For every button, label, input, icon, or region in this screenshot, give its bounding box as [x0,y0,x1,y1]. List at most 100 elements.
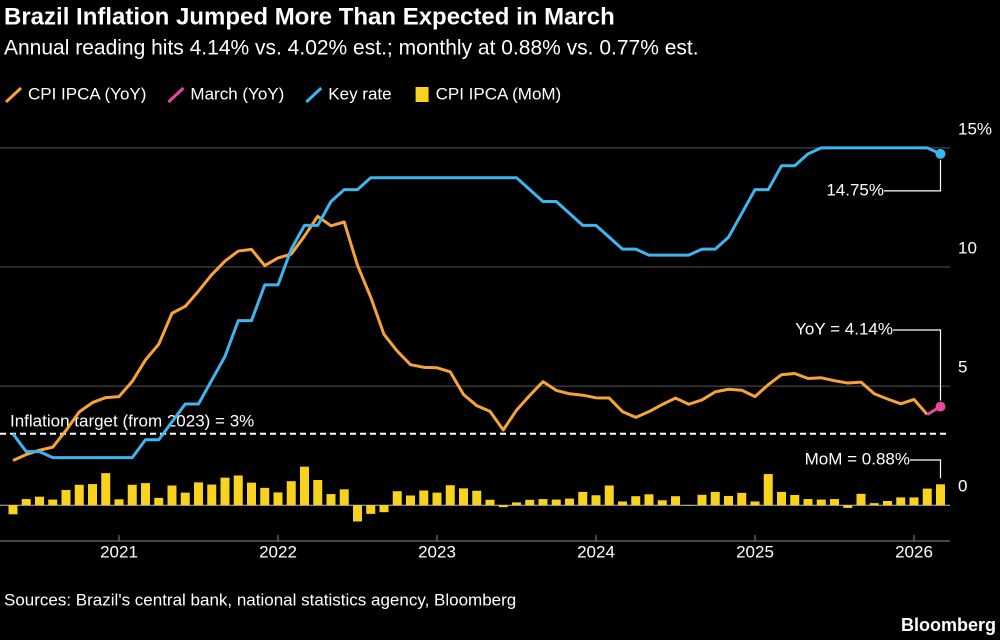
bar [207,484,217,506]
bar [777,491,786,506]
bar [803,499,813,506]
source-note: Sources: Brazil's central bank, national… [4,590,516,609]
bar [154,497,164,506]
bar [339,489,349,506]
y-tick-label: 5 [958,358,967,377]
bar [472,490,482,506]
credit: Bloomberg [901,615,996,635]
value-label: 14.75% [826,180,884,199]
bar [737,492,747,506]
bar [260,487,270,506]
bar [167,485,177,506]
bar [565,498,574,506]
bar [750,501,760,506]
bar [300,466,309,506]
bar [525,499,535,506]
bar [21,499,31,506]
bar [326,494,336,506]
bar [366,505,376,514]
chart-subtitle: Annual reading hits 4.14% vs. 4.02% est.… [4,37,699,60]
value-label: MoM = 0.88% [805,449,910,468]
bar [763,474,773,506]
legend-swatch [305,86,323,104]
bar [710,491,720,506]
x-tick-label: 2022 [259,542,297,561]
end-point [935,401,946,412]
bar [419,490,429,506]
legend-label: CPI IPCA (MoM) [436,84,562,103]
bar [273,492,283,506]
leader-line [910,459,942,479]
bar [247,482,256,506]
leader-line [893,329,942,401]
end-point [935,148,946,159]
x-tick-label: 2025 [736,542,774,561]
bar [180,492,190,506]
bar [8,505,18,515]
legend-label: CPI IPCA (YoY) [28,84,146,103]
bar [856,493,866,506]
bar [869,503,879,506]
x-tick-label: 2023 [418,542,456,561]
bar [35,496,44,506]
bar [591,495,601,506]
bar [220,477,230,506]
target-label: Inflation target (from 2023) = 3% [10,411,254,430]
bar [114,499,124,506]
x-tick-label: 2021 [100,542,138,561]
bar [313,480,323,506]
bar [406,495,415,506]
bar [48,499,58,506]
bar [379,505,389,513]
y-tick-label: 10 [958,239,977,258]
bar [233,475,243,506]
bar [538,499,548,506]
bar [432,492,442,506]
bar [604,485,614,506]
bar [127,484,137,506]
bar [922,488,932,506]
bar [657,500,667,506]
bar [353,505,362,522]
legend-swatch [4,86,23,104]
bar [459,488,468,506]
bar [790,495,800,506]
value-label: YoY = 4.14% [795,319,893,338]
bar [724,495,733,506]
leader-line [884,159,942,192]
bar [909,497,919,506]
bar [671,496,680,506]
bar [843,505,853,508]
bar [551,499,561,506]
bar [485,499,495,506]
bar [445,485,455,506]
chart-title: Brazil Inflation Jumped More Than Expect… [4,3,615,30]
bar [74,484,84,506]
legend-swatch [415,87,429,102]
y-tick-label: 15% [958,119,992,138]
line [12,214,929,462]
bar [936,484,945,506]
bar [101,473,111,506]
bar [896,497,906,506]
bar [816,499,826,506]
legend-label: Key rate [328,84,391,103]
legend-label: March (YoY) [190,84,284,103]
bar [194,482,203,506]
x-tick-label: 2024 [577,542,615,561]
x-tick-label: 2026 [895,542,933,561]
bar [883,500,892,506]
bar [578,491,588,506]
bar [512,502,521,506]
bar [644,494,654,506]
bar [392,491,402,506]
bar [88,484,97,506]
bar [697,494,707,506]
bar [286,481,296,506]
line [11,146,942,460]
bar [618,501,627,506]
bar [830,499,839,506]
bar [498,505,508,508]
bar [631,496,641,506]
